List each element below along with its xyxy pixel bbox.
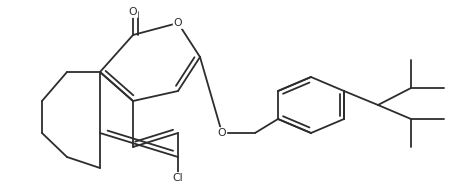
Text: Cl: Cl: [173, 173, 183, 183]
Text: O: O: [174, 18, 182, 28]
Text: O: O: [129, 7, 137, 17]
Text: O: O: [218, 128, 226, 138]
